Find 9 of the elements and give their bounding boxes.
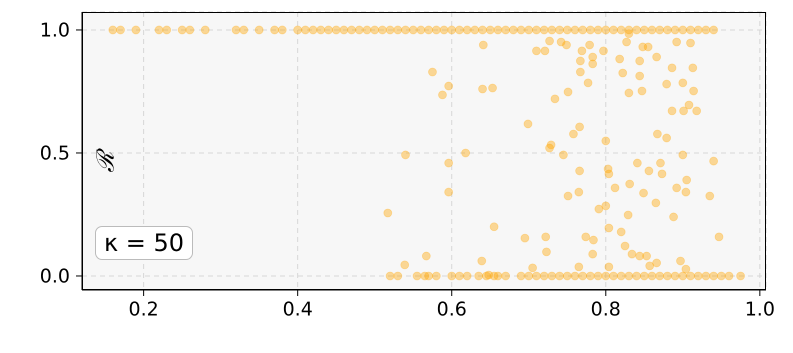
annotation: κ = 50	[95, 226, 194, 260]
x-tick-label: 0.8	[590, 298, 621, 320]
y-tick-label: 0.5	[40, 142, 70, 165]
x-tick-label: 1.0	[744, 298, 775, 320]
x-tick-label: 0.6	[436, 298, 467, 320]
y-tick-label: 1.0	[40, 20, 70, 42]
x-tick-label: 0.4	[282, 298, 313, 320]
x-tick-label: 0.2	[128, 298, 159, 320]
y-tick-label: 0.0	[40, 266, 70, 288]
